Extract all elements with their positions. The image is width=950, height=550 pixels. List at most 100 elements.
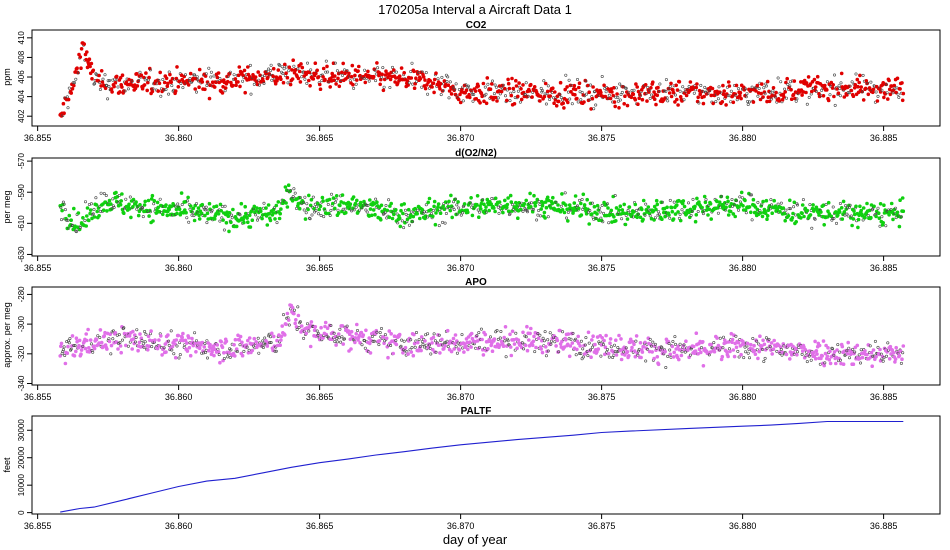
o2n2-data-point bbox=[284, 201, 288, 205]
apo-data-point bbox=[614, 353, 619, 357]
o2n2-data-point bbox=[525, 210, 529, 214]
apo-data-point bbox=[295, 327, 299, 331]
o2n2-data-point bbox=[493, 196, 498, 201]
o2n2-data-point bbox=[612, 215, 616, 219]
o2n2-data-point bbox=[562, 210, 567, 215]
apo-data-point bbox=[709, 342, 714, 347]
apo-data-point bbox=[367, 336, 372, 340]
co2-data-point bbox=[483, 85, 487, 89]
apo-data-point bbox=[813, 339, 817, 344]
o2n2-data-point bbox=[196, 206, 201, 210]
o2n2-data-point bbox=[575, 204, 579, 208]
apo-data-point bbox=[891, 350, 896, 355]
co2-data-point bbox=[543, 92, 547, 96]
apo-data-point bbox=[549, 339, 553, 343]
o2n2-data-point bbox=[212, 217, 217, 221]
co2-data-point bbox=[504, 98, 509, 103]
o2n2-data-point bbox=[449, 193, 453, 198]
apo-data-point bbox=[655, 354, 660, 359]
o2n2-data-point bbox=[543, 216, 547, 220]
o2n2-data-point bbox=[636, 212, 640, 216]
apo-data-point bbox=[127, 334, 132, 338]
co2-data-point bbox=[162, 88, 166, 92]
apo-data-point bbox=[574, 353, 578, 357]
co2-data-point bbox=[650, 80, 655, 84]
co2-data-point bbox=[577, 81, 582, 85]
co2-data-point bbox=[599, 90, 603, 95]
co2-data-point bbox=[113, 80, 118, 85]
co2-data-point bbox=[763, 92, 767, 96]
o2n2-data-point bbox=[876, 211, 881, 215]
apo-data-point bbox=[771, 347, 776, 351]
apo-data-point bbox=[593, 342, 597, 347]
co2-data-point bbox=[849, 88, 854, 93]
apo-data-point bbox=[563, 337, 568, 342]
co2-data-point bbox=[602, 83, 606, 88]
co2-data-point bbox=[133, 86, 138, 91]
co2-data-point bbox=[527, 89, 532, 93]
apo-data-point bbox=[634, 339, 638, 343]
o2n2-data-point bbox=[161, 212, 165, 217]
o2n2-data-point bbox=[618, 204, 623, 208]
co2-data-point bbox=[737, 93, 742, 98]
co2-data-point bbox=[242, 68, 247, 73]
co2-data-point bbox=[540, 89, 544, 93]
o2n2-data-point bbox=[475, 194, 480, 198]
apo-data-point bbox=[464, 344, 468, 349]
o2n2-data-point bbox=[560, 208, 565, 212]
apo-data-point bbox=[886, 341, 890, 345]
o2n2-data-point bbox=[94, 203, 99, 207]
apo-data-point bbox=[166, 333, 170, 337]
o2n2-data-point bbox=[465, 210, 470, 215]
apo-data-point bbox=[130, 347, 134, 351]
co2-data-point bbox=[118, 90, 122, 94]
apo-data-point bbox=[758, 334, 762, 339]
co2-data-point bbox=[720, 100, 725, 104]
apo-data-point bbox=[567, 354, 572, 359]
apo-data-point bbox=[815, 352, 819, 356]
co2-data-point bbox=[831, 83, 836, 87]
apo-data-point bbox=[540, 350, 545, 355]
o2n2-data-point bbox=[580, 198, 584, 202]
o2n2-data-point bbox=[334, 197, 338, 201]
apo-data-point bbox=[134, 340, 138, 344]
o2n2-data-point bbox=[262, 201, 266, 205]
o2n2-data-point bbox=[277, 216, 282, 221]
o2n2-data-point bbox=[676, 210, 680, 214]
co2-data-point bbox=[507, 86, 512, 91]
o2n2-data-point bbox=[167, 207, 171, 212]
co2-data-point bbox=[375, 61, 379, 65]
co2-data-point bbox=[544, 102, 548, 106]
o2n2-data-point bbox=[884, 224, 888, 228]
o2n2-data-point bbox=[432, 204, 436, 209]
co2-data-point bbox=[126, 87, 130, 91]
apo-data-point bbox=[371, 339, 375, 343]
o2n2-data-point bbox=[485, 210, 489, 214]
o2n2-data-point bbox=[750, 218, 754, 222]
co2-data-point bbox=[79, 46, 84, 51]
apo-data-point bbox=[544, 354, 548, 358]
paltf-x-tick-label: 36.865 bbox=[306, 521, 334, 531]
o2n2-data-point bbox=[426, 215, 430, 219]
apo-data-point bbox=[608, 337, 613, 341]
apo-data-point bbox=[673, 342, 677, 346]
o2n2-data-point bbox=[865, 201, 869, 206]
co2-data-point bbox=[287, 69, 291, 73]
co2-data-point bbox=[432, 90, 436, 95]
o2n2-data-point bbox=[375, 200, 379, 204]
o2n2-data-point bbox=[537, 209, 541, 213]
apo-data-point bbox=[429, 352, 433, 356]
o2n2-data-point bbox=[332, 206, 337, 211]
o2n2-data-point bbox=[197, 213, 201, 217]
o2n2-data-point bbox=[726, 199, 730, 204]
apo-data-point bbox=[186, 335, 191, 340]
o2n2-data-point bbox=[173, 204, 177, 208]
co2-data-point bbox=[569, 90, 573, 94]
apo-data-point bbox=[679, 353, 684, 358]
apo-data-point bbox=[530, 343, 535, 348]
co2-data-point bbox=[706, 91, 710, 95]
o2n2-data-point bbox=[76, 211, 81, 215]
co2-data-point bbox=[240, 70, 244, 75]
co2-data-point bbox=[644, 92, 648, 96]
co2-data-point bbox=[773, 95, 777, 99]
